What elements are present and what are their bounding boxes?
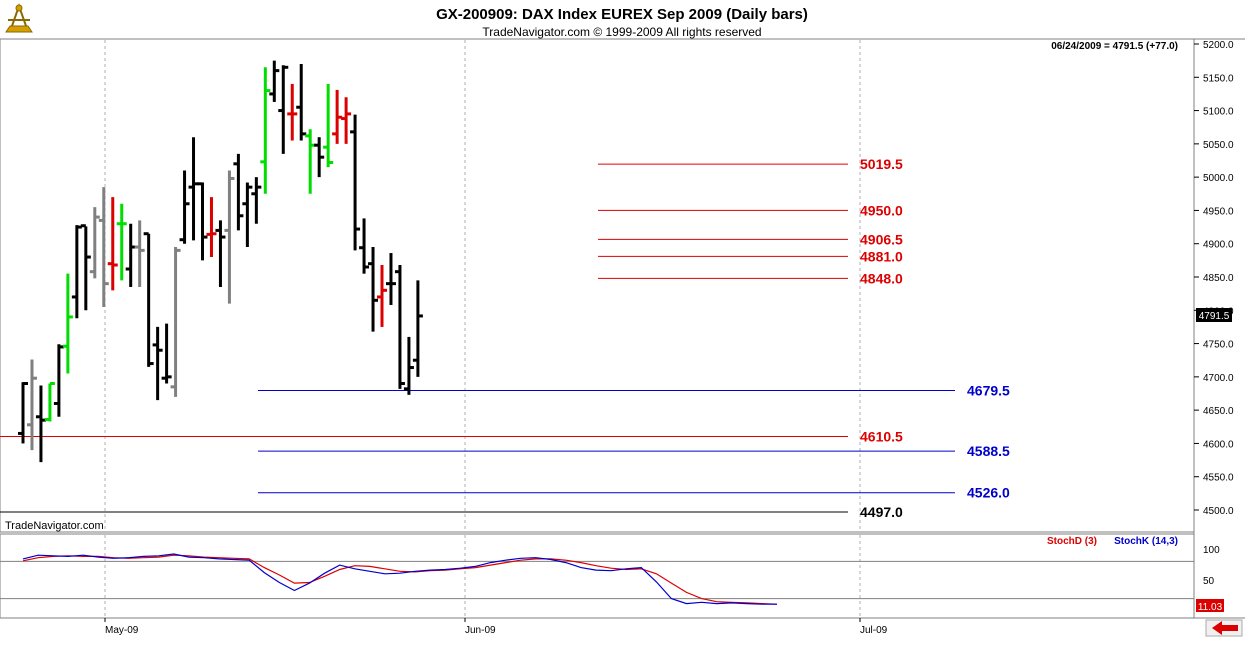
ohlc-bar [116, 203, 127, 281]
legend-stochd: StochD (3) [1047, 536, 1097, 547]
ohlc-bar [152, 326, 163, 401]
price-level-label: 4848.0 [860, 270, 903, 286]
ohlc-bar [197, 182, 208, 261]
ohlc-bar [251, 177, 262, 224]
ohlc-bar [98, 187, 109, 307]
last-stoch-label: 11.03 [1198, 602, 1223, 613]
chart-subtitle: TradeNavigator.com © 1999-2009 All right… [482, 25, 761, 39]
date-axis: May-09 Jun-09 Jul-09 [104, 618, 888, 636]
ohlc-bar [350, 114, 361, 251]
x-tick-label: Jul-09 [860, 625, 888, 636]
ohlc-bar [215, 220, 226, 287]
x-tick-label: May-09 [105, 625, 139, 636]
ohlc-bar [233, 153, 244, 231]
y-tick-label: 5000.0 [1203, 173, 1234, 184]
y-tick-label: 4750.0 [1203, 340, 1234, 351]
ohlc-bar [403, 336, 414, 395]
x-tick-label: Jun-09 [465, 625, 496, 636]
y-tick-label: 5200.0 [1203, 40, 1234, 51]
last-bar-readout: 06/24/2009 = 4791.5 (+77.0) [1051, 41, 1178, 52]
y-tick-label: 4950.0 [1203, 206, 1234, 217]
price-level-label: 4610.5 [860, 428, 903, 444]
ohlc-bar [278, 65, 289, 154]
ohlc-bar [26, 359, 37, 451]
watermark: TradeNavigator.com [5, 520, 104, 532]
ohlc-bar [269, 60, 280, 102]
y-tick-label: 4700.0 [1203, 373, 1234, 384]
ohlc-bar [62, 273, 73, 374]
ohlc-bar [224, 170, 235, 304]
stoch-tick-label: 100 [1203, 545, 1220, 556]
price-level-label: 4950.0 [860, 202, 903, 218]
price-level-label: 4679.5 [967, 383, 1010, 399]
ohlc-bar [368, 247, 379, 332]
ohlc-bar [341, 97, 352, 144]
trade-navigator-logo-icon[interactable] [5, 2, 33, 33]
ohlc-bar [242, 182, 253, 248]
price-level-label: 4588.5 [967, 443, 1010, 459]
last-stoch-box [1196, 599, 1224, 612]
ohlc-bar [44, 382, 55, 422]
ohlc-bar [359, 218, 370, 274]
ohlc-bar [377, 265, 387, 327]
ohlc-bar [143, 232, 154, 367]
ohlc-bar [314, 137, 325, 178]
stoch-series-line [22, 553, 777, 605]
stoch-tick-label: 50 [1203, 576, 1215, 587]
legend-stochk: StochK (14,3) [1114, 536, 1178, 547]
ohlc-bar [89, 207, 100, 279]
scroll-left-arrow-icon[interactable] [1205, 619, 1243, 637]
price-level-label: 4497.0 [860, 504, 903, 520]
ohlc-bar [412, 280, 423, 377]
ohlc-bar [296, 63, 307, 141]
stoch-series-line [22, 554, 778, 605]
ohlc-bar [260, 67, 271, 194]
ohlc-bar [170, 247, 181, 397]
y-tick-label: 5150.0 [1203, 73, 1234, 84]
y-tick-label: 4600.0 [1203, 439, 1234, 450]
ohlc-bar [161, 323, 172, 384]
ohlc-bars [18, 60, 423, 463]
ohlc-bar [18, 382, 28, 444]
price-level-label: 4526.0 [967, 485, 1010, 501]
last-price-label: 4791.5 [1199, 311, 1230, 322]
ohlc-bar [287, 83, 298, 141]
chart-title: GX-200909: DAX Index EUREX Sep 2009 (Dai… [436, 6, 808, 23]
ohlc-bar [179, 170, 190, 244]
y-tick-label: 5050.0 [1203, 140, 1234, 151]
y-tick-label: 4900.0 [1203, 240, 1234, 251]
ohlc-bar [107, 197, 118, 291]
ohlc-bar [134, 220, 145, 287]
y-tick-label: 4500.0 [1203, 506, 1234, 517]
ohlc-bar [80, 224, 91, 311]
price-level-label: 4906.5 [860, 231, 903, 247]
y-tick-label: 4650.0 [1203, 406, 1234, 417]
ohlc-bar [385, 253, 396, 305]
y-tick-label: 4850.0 [1203, 273, 1234, 284]
ohlc-bar [394, 265, 405, 389]
last-price-box [1196, 308, 1232, 322]
y-tick-label: 5100.0 [1203, 107, 1234, 118]
price-level-label: 4881.0 [860, 248, 903, 264]
y-tick-label: 4550.0 [1203, 473, 1234, 484]
ohlc-bar [323, 83, 334, 168]
stochastic-lines: 100 50 [0, 545, 1220, 605]
ohlc-bar [206, 197, 217, 258]
price-level-label: 5019.5 [860, 156, 903, 172]
